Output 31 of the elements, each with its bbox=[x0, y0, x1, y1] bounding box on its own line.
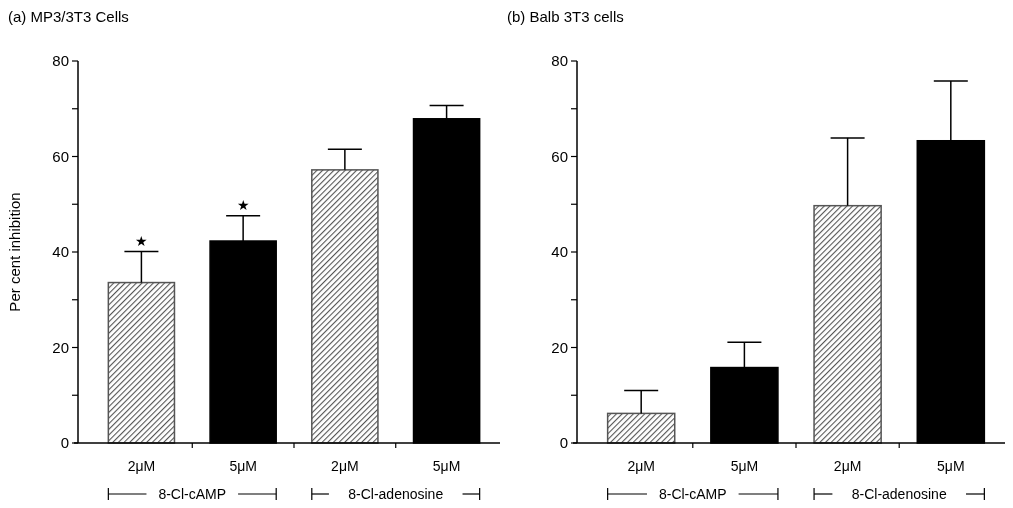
bar bbox=[311, 169, 379, 444]
y-tick-label: 0 bbox=[60, 434, 69, 452]
y-tick-label: 60 bbox=[52, 147, 69, 165]
text: 8-Cl-cAMP bbox=[158, 486, 227, 502]
text: 8-Cl-adenosine bbox=[851, 486, 947, 502]
y-axis-title: Per cent inhibition bbox=[6, 192, 23, 312]
y-tick-label: 40 bbox=[52, 243, 69, 261]
x-tick-label: 2μM bbox=[127, 458, 156, 474]
y-tick-label: 80 bbox=[551, 52, 568, 70]
x-tick-label: 2μM bbox=[627, 458, 655, 474]
y-tick-label: 20 bbox=[52, 338, 69, 356]
x-tick-label: 5μM bbox=[937, 458, 965, 474]
text: 8-Cl-cAMP bbox=[658, 486, 727, 502]
y-tick-label: 80 bbox=[52, 52, 69, 70]
y-tick-label: 20 bbox=[551, 338, 568, 356]
y-tick-label: 40 bbox=[551, 243, 568, 261]
x-tick-label: 5μM bbox=[229, 458, 257, 474]
chart-title: (b) Balb 3T3 cells bbox=[507, 8, 624, 25]
text: 8-Cl-adenosine bbox=[348, 486, 444, 502]
x-tick-label: 5μM bbox=[730, 458, 759, 474]
y-tick-label: 0 bbox=[559, 434, 568, 452]
y-tick-label: 60 bbox=[551, 147, 568, 165]
annotation: ★ bbox=[236, 196, 250, 213]
chart-title: (a) MP3/3T3 Cells bbox=[8, 8, 129, 25]
annotation: ★ bbox=[134, 232, 148, 249]
x-tick-label: 5μM bbox=[432, 458, 461, 474]
bar bbox=[107, 281, 176, 444]
bar bbox=[813, 204, 882, 444]
x-tick-label: 2μM bbox=[331, 458, 359, 474]
bar bbox=[606, 412, 676, 444]
x-tick-label: 2μM bbox=[833, 458, 862, 474]
